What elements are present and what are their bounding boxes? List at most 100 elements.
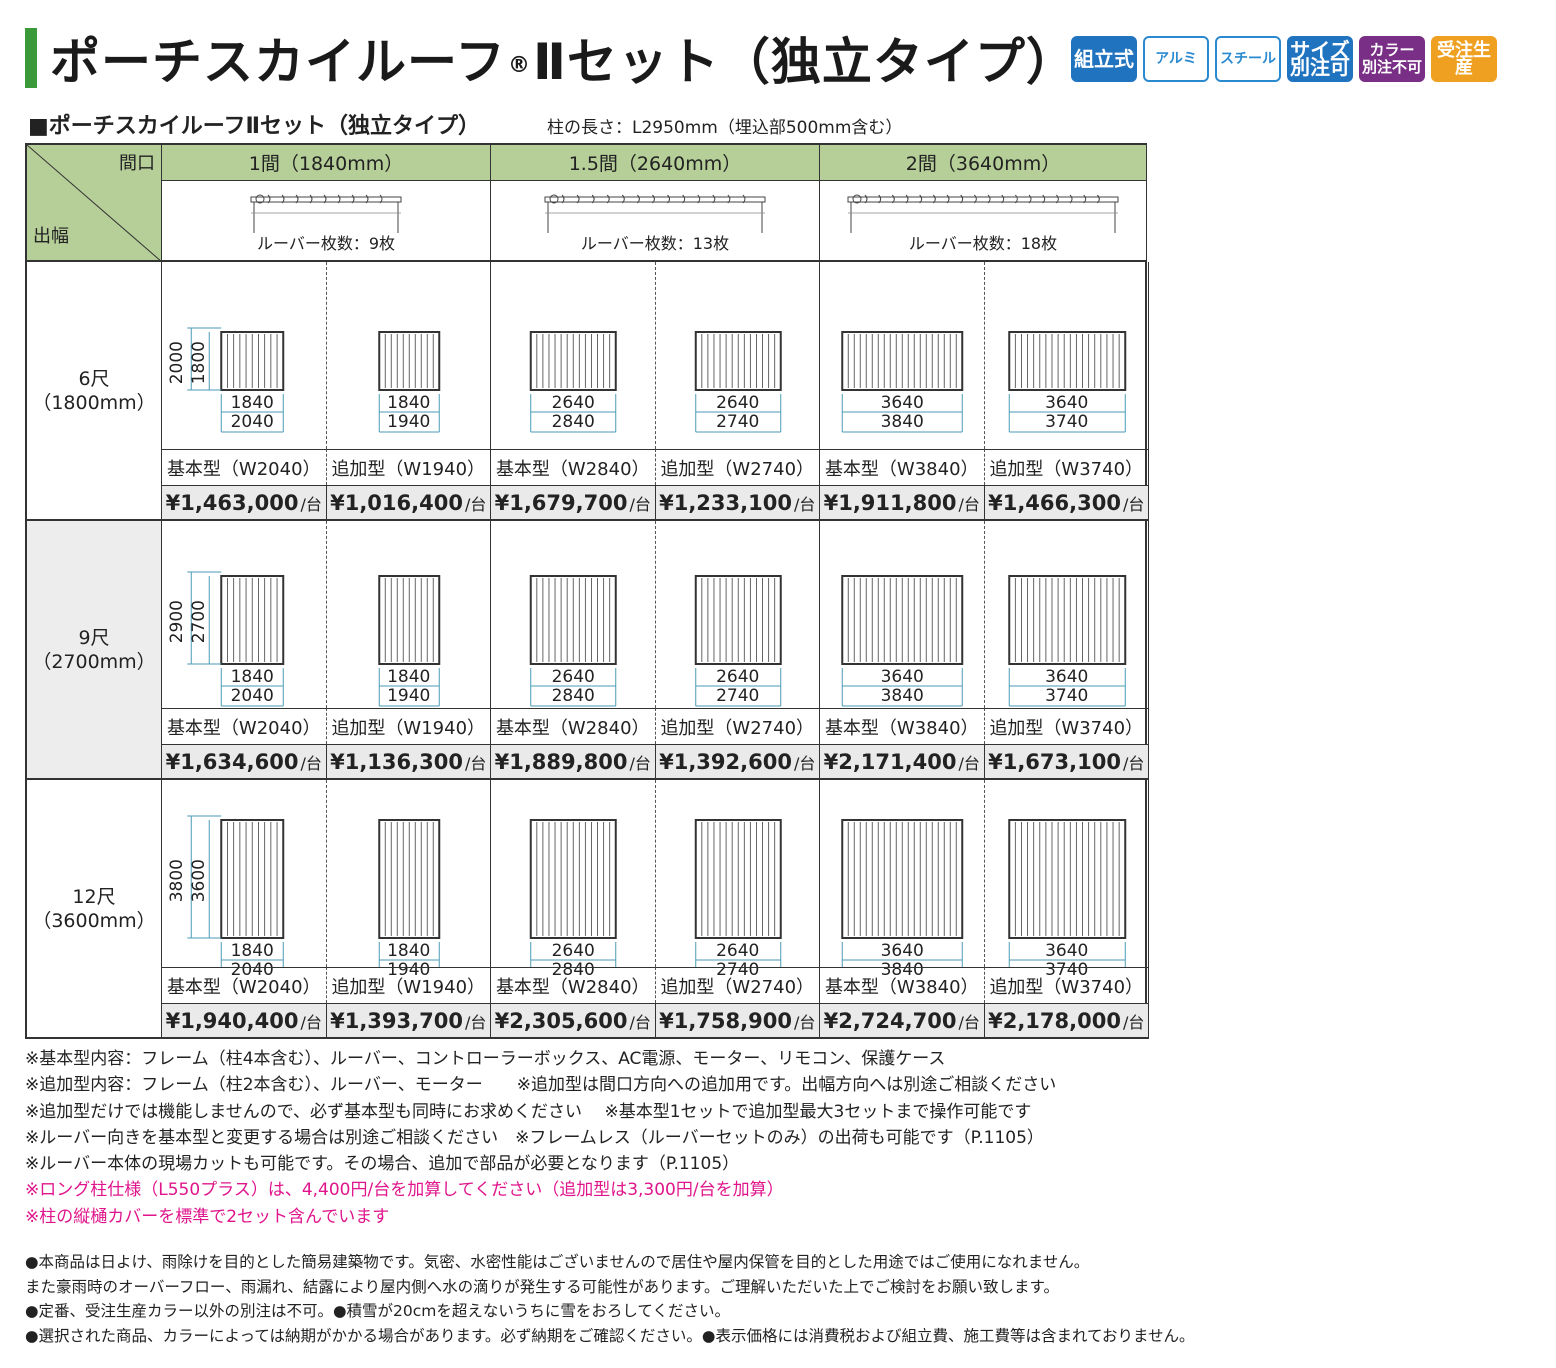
elevation-cell: 1840 1940 <box>327 262 491 449</box>
width-dimension-outer: 1940 <box>387 412 431 432</box>
section-heading: ■ポーチスカイルーフⅡセット（独立タイプ） <box>28 114 480 139</box>
plan-motor <box>852 194 862 204</box>
price-value: ¥1,016,400 <box>330 490 463 515</box>
elevation-cell: 3640 3740 <box>985 780 1149 980</box>
price-cell: ¥1,634,600/台 <box>162 744 327 780</box>
louver-count: ルーバー枚数：18枚 <box>908 234 1058 253</box>
price-cell: ¥1,673,100/台 <box>984 744 1149 780</box>
plan-louver-blade <box>576 194 580 204</box>
price-value: ¥1,392,600 <box>659 749 792 774</box>
price-cell: ¥2,724,700/台 <box>820 1003 985 1039</box>
elevation-cell: 1840 2040 3800 3600 <box>162 780 327 980</box>
louver-frame <box>1007 819 1126 939</box>
model-type-label: 基本型（W3840） <box>820 967 985 1003</box>
elevation-cell: 2640 2740 <box>656 262 820 449</box>
plan-louver-blade <box>1028 194 1032 204</box>
price-value: ¥1,679,700 <box>494 490 628 515</box>
price-unit: /台 <box>300 494 322 514</box>
price-cell: ¥1,889,800/台 <box>491 744 656 780</box>
plan-louver-blade <box>365 194 369 204</box>
row-label-mm: （3600mm） <box>32 909 156 932</box>
corner-diagonal <box>27 145 162 262</box>
model-type-label: 追加型（W2740） <box>655 449 820 485</box>
width-dimension-outer: 2040 <box>230 412 274 432</box>
elevation-cell: 3640 3740 <box>985 521 1149 708</box>
width-dimension-outer: 3740 <box>1045 686 1089 706</box>
elevation-cell: 3640 3840 <box>820 521 985 708</box>
model-type-label: 追加型（W1940） <box>326 967 491 1003</box>
elevation-cell: 3640 3840 <box>820 780 985 980</box>
plan-louver-blade <box>606 194 610 204</box>
price-value: ¥1,233,100 <box>659 490 792 515</box>
height-dimension-inner: 3600 <box>189 859 210 903</box>
price-value: ¥1,634,600 <box>165 749 299 774</box>
plan-louver-blade <box>1083 194 1087 204</box>
louver-elevation <box>1007 575 1126 707</box>
row-label-shaku: 12尺 <box>72 885 116 908</box>
louver-elevation <box>529 819 617 967</box>
width-dimension-inner: 1840 <box>387 941 431 961</box>
width-dimension-outer: 2040 <box>230 960 274 980</box>
width-dimension-outer: 3840 <box>880 412 924 432</box>
price-unit: /台 <box>958 1012 980 1032</box>
plan-louver-blade <box>1096 194 1100 204</box>
caution-note-line: ●定番、受注生産カラー以外の別注は不可。●積雪が20cmを超えないうちに雪をおろ… <box>25 1302 730 1320</box>
louver-elevation <box>377 819 440 967</box>
row-label-mm: （1800mm） <box>32 391 156 414</box>
spec-note-line: ※柱の縦樋カバーを標準で2セット含んでいます <box>25 1206 390 1227</box>
price-cell: ¥1,911,800/台 <box>820 485 985 521</box>
badge-0: 組立式 <box>1071 36 1137 82</box>
model-type-label: 基本型（W2840） <box>491 708 656 744</box>
width-dimension-outer: 2740 <box>716 686 760 706</box>
plan-louver-blade <box>667 194 671 204</box>
price-unit: /台 <box>464 753 487 773</box>
width-dimension-inner: 2640 <box>716 941 760 961</box>
height-dimension-inner: 1800 <box>189 341 210 385</box>
plan-louver-blade <box>337 194 341 204</box>
price-cell: ¥1,466,300/台 <box>984 485 1149 521</box>
price-value: ¥1,463,000 <box>165 490 299 515</box>
width-dimension-outer: 3840 <box>880 960 924 980</box>
column-header-1: 1.5間（2640mm） <box>491 145 820 181</box>
price-value: ¥1,673,100 <box>988 749 1121 774</box>
width-dimension-inner: 3640 <box>1045 667 1089 687</box>
louver-frame <box>1007 331 1126 391</box>
corner-label-depth: 出幅 <box>33 226 69 247</box>
elevation-cell: 1840 2040 2000 1800 <box>162 262 327 449</box>
width-dimension-outer: 3740 <box>1045 412 1089 432</box>
plan-louver-blade <box>727 194 731 204</box>
price-cell: ¥1,758,900/台 <box>655 1003 820 1039</box>
price-cell: ¥1,679,700/台 <box>491 485 656 521</box>
model-type-label: 追加型（W2740） <box>655 708 820 744</box>
louver-elevation <box>187 571 285 707</box>
width-dimension-inner: 3640 <box>1045 941 1089 961</box>
row-label-2: 12尺 （3600mm） <box>27 780 162 1039</box>
spec-note-line: ※追加型だけでは機能しませんので、必ず基本型も同時にお求めください ※基本型1セ… <box>25 1101 1032 1122</box>
louver-elevation <box>377 331 440 433</box>
table-corner-header: 間口 出幅 <box>27 145 162 262</box>
spec-note-line: ※ロング柱仕様（L550プラス）は、4,400円/台を加算してください（追加型は… <box>25 1180 784 1201</box>
title-suffix: Ⅱセット（独立タイプ） <box>533 33 1077 91</box>
louver-elevation <box>529 331 617 433</box>
price-unit: /台 <box>1122 1012 1145 1032</box>
badge-2: スチール <box>1215 36 1281 82</box>
plan-louver-blade <box>379 194 383 204</box>
caution-note-line: ●本商品は日よけ、雨除けを目的とした簡易建築物です。気密、水密性能はございません… <box>25 1253 1090 1271</box>
price-unit: /台 <box>1122 494 1145 514</box>
width-dimension-inner: 3640 <box>880 667 924 687</box>
price-table: 間口 出幅 1間（1840mm） ルーバー枚数：9枚 1.5間（2640mm） ルーバ… <box>25 143 1149 1039</box>
plan-louver-blade <box>295 194 299 204</box>
width-dimension-outer: 2740 <box>716 960 760 980</box>
elevation-cell: 2640 2740 <box>656 521 820 708</box>
louver-elevation <box>694 819 782 967</box>
price-unit: /台 <box>793 1012 816 1032</box>
elevation-cell: 1840 1940 <box>327 780 491 980</box>
caution-notes: ●本商品は日よけ、雨除けを目的とした簡易建築物です。気密、水密性能はございません… <box>25 1250 1195 1348</box>
price-unit: /台 <box>793 753 816 773</box>
model-type-label: 基本型（W2040） <box>162 967 327 1003</box>
price-unit: /台 <box>958 494 980 514</box>
corner-label-frontage: 間口 <box>119 153 155 174</box>
price-unit: /台 <box>629 753 651 773</box>
price-unit: /台 <box>629 1012 651 1032</box>
width-dimension-inner: 2640 <box>551 393 595 413</box>
